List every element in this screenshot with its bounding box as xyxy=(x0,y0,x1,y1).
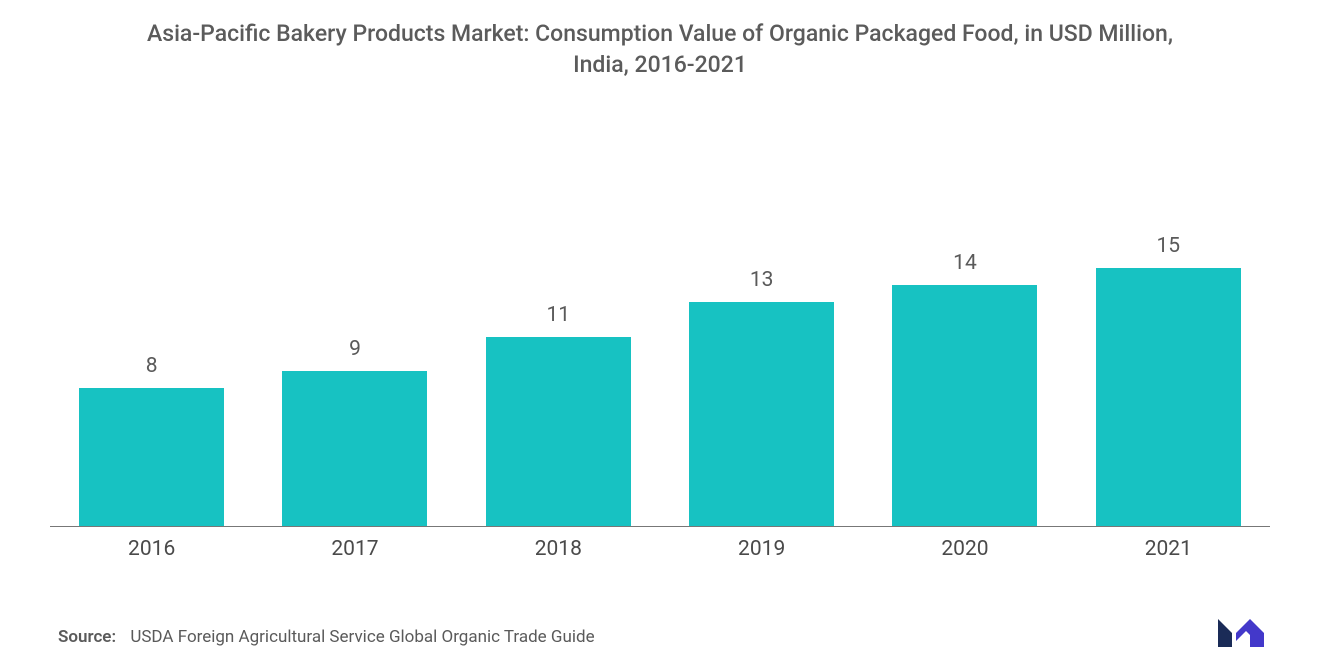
bar-group: 15 xyxy=(1096,120,1241,526)
source-text: USDA Foreign Agricultural Service Global… xyxy=(130,627,594,647)
bar xyxy=(689,302,834,526)
bar xyxy=(892,285,1037,526)
bar-group: 11 xyxy=(486,120,631,526)
bar xyxy=(1096,268,1241,526)
x-axis-tick-label: 2017 xyxy=(282,537,427,561)
plot-area: 8 9 11 13 14 15 xyxy=(30,120,1290,526)
bar-value-label: 15 xyxy=(1156,234,1180,258)
x-axis-tick-label: 2019 xyxy=(689,537,834,561)
bar-group: 8 xyxy=(79,120,224,526)
source-citation: Source: USDA Foreign Agricultural Servic… xyxy=(58,627,595,647)
bar-value-label: 13 xyxy=(750,268,774,292)
bar-value-label: 11 xyxy=(547,303,571,327)
bar xyxy=(79,388,224,526)
bar-value-label: 9 xyxy=(349,337,361,361)
bar-group: 9 xyxy=(282,120,427,526)
bar xyxy=(282,371,427,526)
bar xyxy=(486,337,631,526)
x-axis-tick-label: 2016 xyxy=(79,537,224,561)
bar-group: 13 xyxy=(689,120,834,526)
bar-value-label: 14 xyxy=(953,251,977,275)
source-label: Source: xyxy=(58,627,116,647)
chart-container: Asia-Pacific Bakery Products Market: Con… xyxy=(0,0,1320,665)
bar-value-label: 8 xyxy=(146,354,158,378)
x-axis-labels: 2016 2017 2018 2019 2020 2021 xyxy=(30,527,1290,561)
chart-title: Asia-Pacific Bakery Products Market: Con… xyxy=(135,18,1185,80)
x-axis-tick-label: 2020 xyxy=(892,537,1037,561)
bar-group: 14 xyxy=(892,120,1037,526)
x-axis-tick-label: 2021 xyxy=(1096,537,1241,561)
chart-footer: Source: USDA Foreign Agricultural Servic… xyxy=(30,611,1290,647)
brand-logo-icon xyxy=(1214,611,1270,647)
x-axis-tick-label: 2018 xyxy=(486,537,631,561)
